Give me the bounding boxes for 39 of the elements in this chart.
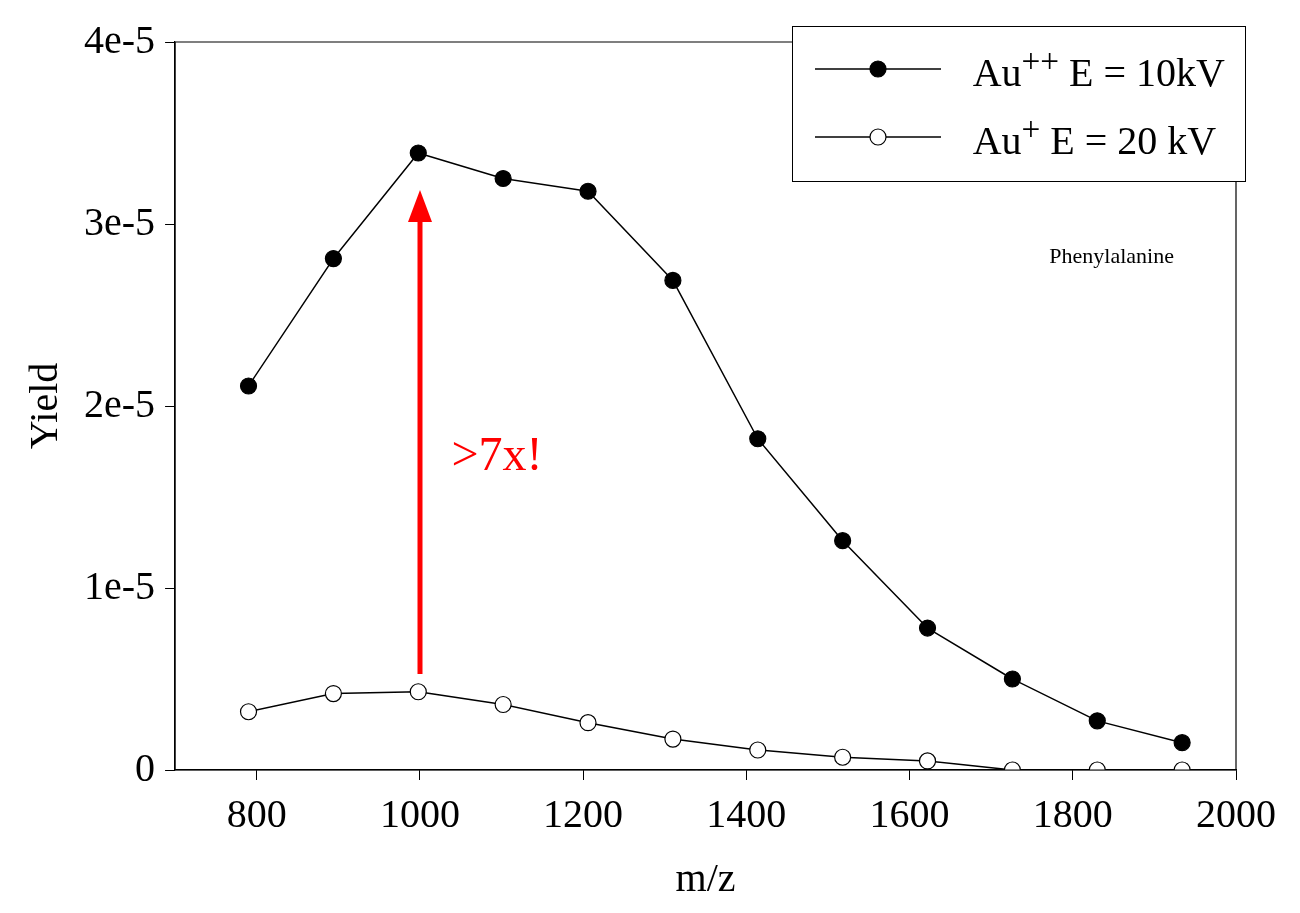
y-tick-label: 0 <box>135 744 156 790</box>
x-tick-label: 1400 <box>706 790 787 836</box>
x-tick-label: 2000 <box>1196 790 1276 836</box>
y-tick-label: 4e-5 <box>84 16 156 62</box>
point <box>749 741 767 759</box>
point <box>664 271 682 290</box>
y-tick-label: 2e-5 <box>84 380 156 426</box>
point <box>494 695 512 714</box>
x-tick-label: 1600 <box>869 790 950 836</box>
point <box>918 752 937 770</box>
annotation: Phenylalanine <box>1049 242 1174 268</box>
point <box>409 683 427 701</box>
annotation: >7x! <box>451 426 543 480</box>
point <box>324 684 342 703</box>
point <box>239 703 258 721</box>
point <box>324 249 342 268</box>
point <box>1088 712 1106 730</box>
point <box>579 714 597 732</box>
legend-label: Au$^{+}$ E = 20 kV <box>972 109 1217 165</box>
point <box>579 182 597 200</box>
point <box>664 730 682 748</box>
point <box>834 748 852 766</box>
point <box>494 169 512 188</box>
x-axis-title: m/z <box>675 854 736 900</box>
point <box>409 144 427 162</box>
point <box>1003 670 1021 688</box>
x-tick-label: 1800 <box>1032 790 1113 836</box>
x-tick-label: 1000 <box>379 790 460 836</box>
point <box>239 377 258 395</box>
y-tick-label: 1e-5 <box>84 562 156 608</box>
point <box>1173 734 1191 752</box>
x-tick-label: 1200 <box>543 790 624 836</box>
point <box>749 430 767 448</box>
point <box>918 619 937 637</box>
x-tick-label: 800 <box>226 790 287 836</box>
y-tick-label: 3e-5 <box>84 198 156 244</box>
point <box>834 532 852 550</box>
y-axis-title: Yield <box>20 362 66 450</box>
legend-label: Au$^{++}$ E = 10kV <box>972 41 1225 97</box>
